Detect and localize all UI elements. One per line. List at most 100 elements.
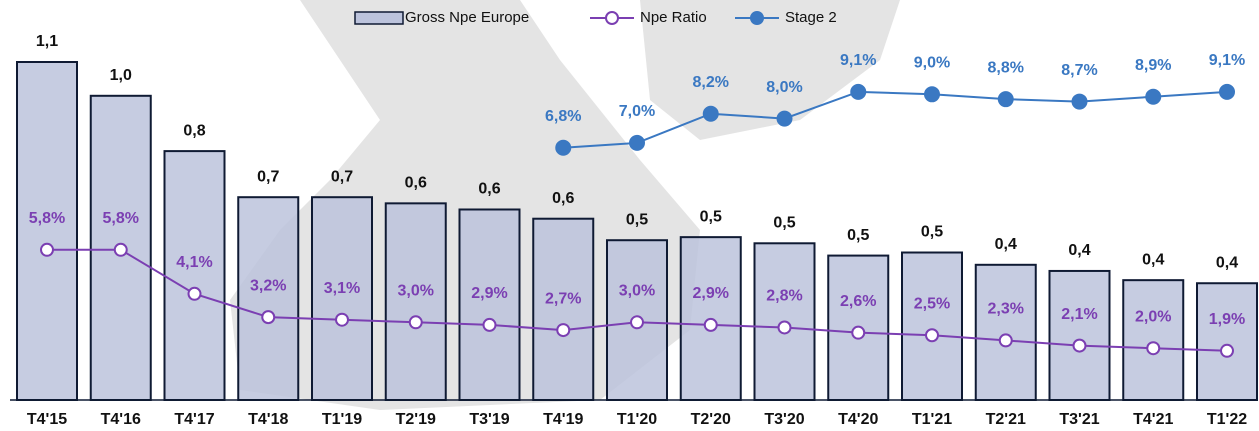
bar-value-label: 0,5 — [847, 227, 869, 244]
line-value-label: 5,8% — [29, 210, 65, 227]
x-tick-label: T2'21 — [986, 411, 1026, 428]
line-value-label: 2,0% — [1135, 308, 1171, 325]
line-value-label: 9,1% — [1209, 52, 1245, 69]
line-value-label: 9,0% — [914, 55, 950, 72]
line-value-label: 8,7% — [1061, 62, 1097, 79]
marker — [1219, 83, 1235, 100]
line — [563, 90, 1228, 149]
bar-value-label: 0,4 — [1142, 251, 1164, 268]
line-value-label: 2,1% — [1061, 306, 1097, 323]
marker — [556, 323, 571, 338]
bar-value-label: 0,5 — [700, 208, 722, 225]
line-value-label: 2,7% — [545, 290, 581, 307]
bar-value-label: 0,7 — [331, 168, 353, 185]
marker — [1145, 88, 1162, 105]
x-tick-label: T2'19 — [396, 411, 436, 428]
line-value-label: 3,1% — [324, 280, 360, 297]
bar-value-label: 0,7 — [257, 168, 279, 185]
x-tick-label: T4'17 — [174, 411, 214, 428]
legend-label: Gross Npe Europe — [405, 9, 529, 26]
marker — [630, 315, 644, 330]
bar-value-label: 0,5 — [773, 215, 795, 232]
x-tick-label: T4'19 — [543, 411, 583, 428]
marker — [777, 320, 792, 335]
line-value-label: 5,8% — [103, 210, 139, 227]
bar — [1122, 279, 1185, 401]
marker — [851, 325, 866, 340]
marker — [113, 242, 128, 257]
legend-marker — [750, 11, 764, 25]
x-tick-label: T4'18 — [248, 411, 288, 428]
bar-value-label: 0,4 — [1068, 242, 1090, 259]
line-value-label: 2,8% — [766, 288, 802, 305]
line-value-label: 2,9% — [471, 285, 507, 302]
bar — [1196, 282, 1258, 401]
line-value-label: 1,9% — [1209, 311, 1245, 328]
bar-value-label: 1,1 — [36, 33, 58, 50]
x-tick-label: T4'16 — [101, 411, 141, 428]
line-value-label: 8,2% — [693, 74, 729, 91]
bar-value-label: 0,5 — [626, 211, 648, 228]
marker — [1072, 338, 1087, 353]
x-tick-label: T4'21 — [1133, 411, 1173, 428]
line-value-label: 4,1% — [176, 254, 212, 271]
bar — [16, 61, 78, 401]
x-tick-label: T1'20 — [617, 411, 657, 428]
x-tick-label: T4'15 — [27, 411, 67, 428]
legend-label: Stage 2 — [785, 9, 837, 26]
bar — [901, 251, 963, 401]
bar — [384, 202, 447, 401]
legend-marker — [605, 11, 619, 25]
marker — [776, 110, 793, 127]
line-value-label: 7,0% — [619, 103, 655, 120]
bar-value-label: 0,6 — [552, 190, 574, 207]
marker — [702, 105, 719, 122]
marker — [703, 317, 718, 332]
marker — [850, 83, 867, 100]
marker — [924, 86, 940, 103]
line-value-label: 3,0% — [619, 283, 655, 300]
marker — [555, 139, 572, 156]
bar — [237, 196, 300, 401]
line-value-label: 2,6% — [840, 293, 876, 310]
marker — [1146, 341, 1161, 356]
x-tick-label: T3'21 — [1059, 411, 1099, 428]
bar — [1048, 269, 1111, 402]
marker — [482, 317, 497, 332]
bar — [458, 208, 521, 401]
line-value-label: 2,5% — [914, 295, 950, 312]
bar — [532, 217, 595, 401]
line-value-label: 2,9% — [693, 285, 729, 302]
x-tick-label: T3'20 — [764, 411, 804, 428]
bar — [974, 263, 1037, 401]
marker — [1071, 93, 1088, 110]
marker — [629, 134, 645, 151]
line-value-label: 8,8% — [988, 59, 1024, 76]
line-value-label: 6,8% — [545, 108, 581, 125]
marker — [335, 312, 349, 327]
marker — [187, 286, 202, 301]
bar — [311, 196, 373, 401]
x-tick-label: T2'20 — [691, 411, 731, 428]
x-tick-label: T1'19 — [322, 411, 362, 428]
bar-value-label: 0,6 — [478, 181, 500, 198]
bar-value-label: 0,5 — [921, 224, 943, 241]
marker — [997, 91, 1014, 108]
bar-value-label: 0,4 — [995, 236, 1017, 253]
line-value-label: 8,0% — [766, 79, 802, 96]
bar-value-label: 1,0 — [110, 67, 132, 84]
marker — [1220, 343, 1234, 358]
marker — [408, 315, 423, 330]
x-tick-label: T1'21 — [912, 411, 952, 428]
x-tick-label: T3'19 — [469, 411, 509, 428]
map-shape — [640, 0, 900, 140]
line-value-label: 3,0% — [398, 283, 434, 300]
marker — [40, 242, 54, 257]
x-tick-label: T1'22 — [1207, 411, 1247, 428]
legend-swatch — [354, 11, 404, 25]
line-value-label: 8,9% — [1135, 57, 1171, 74]
line-value-label: 3,2% — [250, 277, 286, 294]
marker — [998, 333, 1013, 348]
legend-label: Npe Ratio — [640, 9, 707, 26]
